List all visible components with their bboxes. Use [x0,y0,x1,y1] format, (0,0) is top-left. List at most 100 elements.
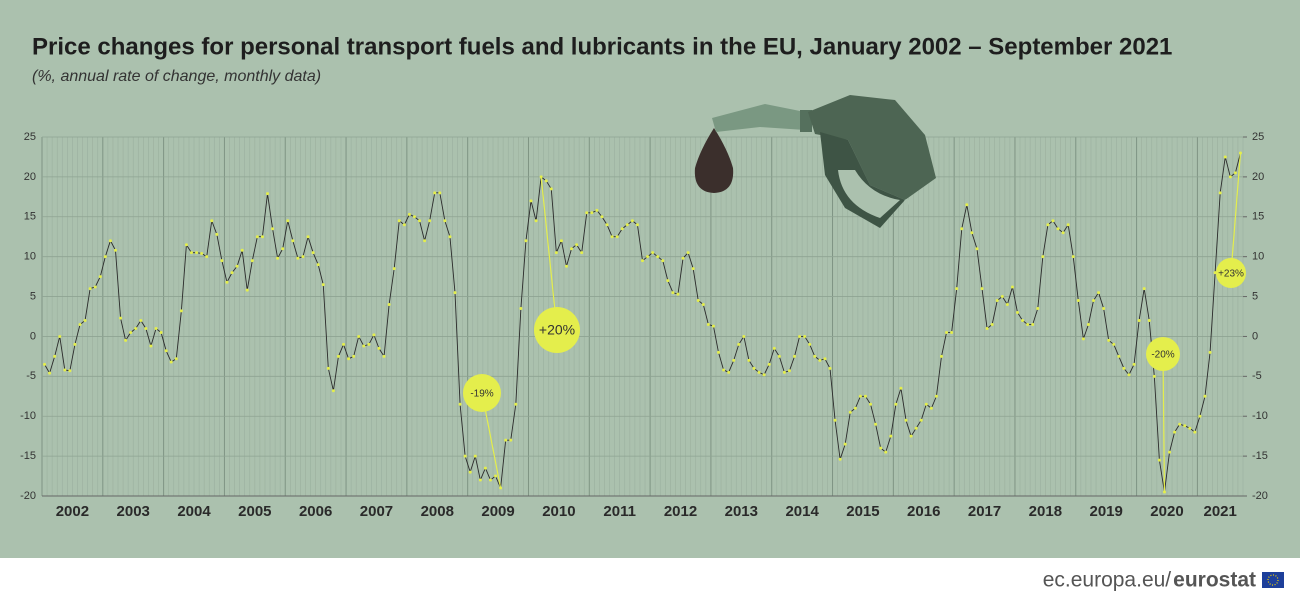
x-tick-label: 2019 [1089,503,1122,520]
point [869,402,873,406]
point [1081,337,1085,341]
point [874,422,878,426]
point [818,358,822,362]
point [1046,223,1050,227]
point [889,434,893,438]
point [549,187,553,191]
point [478,478,482,482]
point [722,368,726,372]
y2-tick-label: 20 [1252,171,1264,183]
point [423,239,427,243]
x-tick-label: 2006 [299,503,332,520]
point [483,466,487,470]
point [1097,291,1101,295]
point [651,251,655,255]
point [48,371,52,375]
x-tick-label: 2013 [725,503,758,520]
point [93,285,97,289]
point [387,303,391,307]
point [372,333,376,337]
point [1056,227,1060,231]
point [559,239,563,243]
point [544,179,548,183]
point [610,235,614,239]
point [1223,155,1227,159]
point [43,362,47,366]
point [200,251,204,255]
chart-subtitle: (%, annual rate of change, monthly data) [32,68,321,85]
y-tick-label: 5 [30,290,36,302]
point [1152,374,1156,378]
y2-tick-label: -10 [1252,410,1268,422]
point [184,243,188,247]
point [965,203,969,207]
point [934,394,938,398]
point [782,370,786,374]
point [504,438,508,442]
x-tick-label: 2021 [1204,503,1237,520]
annotation-bubble [534,307,580,353]
point [985,326,989,330]
point [159,330,163,334]
point [509,438,513,442]
point [103,255,107,259]
x-tick-label: 2018 [1029,503,1062,520]
point [641,259,644,263]
point [1198,414,1202,418]
point [793,354,797,358]
point [950,330,954,334]
point [443,219,447,223]
x-tick-label: 2007 [360,503,393,520]
point [1005,303,1009,307]
point [1112,342,1116,346]
point [813,354,817,358]
point [235,264,239,268]
point [1000,295,1004,299]
y2-tick-label: 0 [1252,330,1258,342]
y-tick-label: 10 [24,251,36,263]
point [884,450,888,454]
point [686,251,690,255]
y2-tick-label: -20 [1252,490,1268,502]
footer-site: ec.europa.eu/ [1043,569,1172,592]
point [428,219,432,223]
annotation-bubble [1146,337,1180,371]
x-tick-label: 2014 [785,503,819,520]
x-tick-label: 2010 [542,503,575,520]
point [838,457,842,461]
point [98,275,102,279]
point [808,342,812,346]
point [215,232,219,236]
point [63,368,67,372]
point [823,357,827,361]
point [575,243,579,247]
point [306,235,310,239]
point [119,316,123,320]
point [291,239,295,243]
point [1173,430,1177,434]
point [706,322,710,326]
x-tick-label: 2017 [968,503,1001,520]
point [1026,322,1030,326]
point [271,227,275,231]
point [1157,458,1161,462]
point [342,342,346,346]
point [1228,175,1232,179]
point [88,287,92,291]
point [534,219,538,223]
point [580,251,584,255]
point [909,434,913,438]
point [468,470,472,474]
point [630,219,634,223]
point [1213,271,1217,275]
point [777,354,781,358]
point [488,478,492,482]
point [772,346,776,350]
point [747,358,751,362]
y-tick-label: -15 [20,450,36,462]
point [1031,322,1035,326]
point [742,334,746,338]
point [1233,171,1237,175]
point [519,307,523,311]
